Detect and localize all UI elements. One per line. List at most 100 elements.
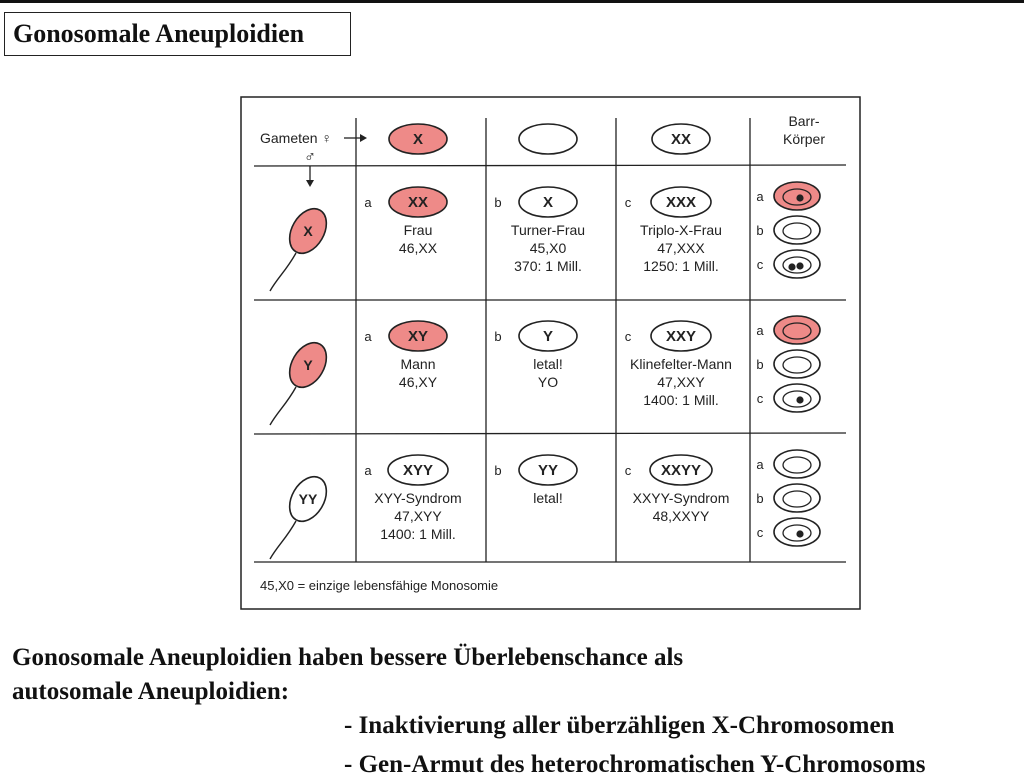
bullet-inactivation: - Inaktivierung aller überzähligen X-Chr…: [344, 712, 895, 739]
karyotype-ellipse: [518, 454, 578, 486]
barr-cell: [773, 383, 821, 413]
barr-cell: [773, 349, 821, 379]
barr-cell: [773, 449, 821, 479]
cell-text: 46,XY: [399, 374, 438, 390]
cell-letter: b: [494, 195, 501, 210]
cell-text: YO: [538, 374, 558, 390]
cell-text: letal!: [533, 490, 563, 506]
barr-letter: b: [756, 357, 763, 372]
karyotype-ellipse: [650, 320, 712, 352]
cell-text: 46,XX: [399, 240, 438, 256]
summary-line-2: autosomale Aneuploidien:: [12, 678, 290, 705]
karyotype-label: Y: [543, 328, 553, 345]
barr-letter: a: [756, 323, 764, 338]
barr-letter: a: [756, 457, 764, 472]
cell-letter: b: [494, 329, 501, 344]
cell-text: 1400: 1 Mill.: [380, 526, 455, 542]
karyotype-ellipse: [518, 186, 578, 218]
barr-nucleus: [782, 222, 812, 240]
barr-nucleus: [782, 524, 812, 542]
cell-text: 47,XXX: [657, 240, 705, 256]
cell-text: Turner-Frau: [511, 222, 585, 238]
cell-text: 47,XXY: [657, 374, 705, 390]
cell-text: Klinefelter-Mann: [630, 356, 732, 372]
karyotype-ellipse: [649, 454, 713, 486]
sperm-cell: [288, 475, 328, 523]
karyotype-label: X: [543, 194, 553, 211]
cell-letter: c: [625, 463, 632, 478]
egg-cell: [518, 123, 578, 155]
grid-hline: [253, 164, 847, 167]
top-border: [0, 0, 1024, 3]
cell-text: Triplo-X-Frau: [640, 222, 722, 238]
cell-text: XYY-Syndrom: [374, 490, 461, 506]
gameten-arrowhead: [360, 134, 367, 142]
male-arrowhead: [306, 180, 314, 187]
cell-text: 45,X0: [530, 240, 567, 256]
cell-text: 1400: 1 Mill.: [643, 392, 718, 408]
sperm-tail: [269, 252, 297, 292]
barr-label-2: Körper: [783, 131, 825, 147]
cell-text: 48,XXYY: [653, 508, 710, 524]
sperm-tail: [269, 520, 297, 560]
barr-nucleus: [782, 390, 812, 408]
karyotype-label: XXX: [666, 194, 696, 211]
karyotype-ellipse: [388, 186, 448, 218]
cell-letter: c: [625, 195, 632, 210]
karyotype-ellipse: [388, 320, 448, 352]
cell-text: Mann: [400, 356, 435, 372]
sperm-karyotype: X: [303, 223, 313, 239]
karyotype-label: YY: [538, 462, 558, 479]
barr-label-1: Barr-: [788, 113, 819, 129]
bullet-y-gene-poor: - Gen-Armut des heterochromatischen Y-Ch…: [344, 751, 926, 778]
barr-body: [796, 262, 804, 270]
sperm-tail: [269, 386, 297, 426]
barr-nucleus: [782, 256, 812, 274]
barr-body: [796, 194, 804, 202]
cell-letter: a: [364, 329, 372, 344]
barr-body: [788, 263, 796, 271]
barr-letter: c: [757, 525, 764, 540]
barr-letter: a: [756, 189, 764, 204]
barr-body: [796, 396, 804, 404]
barr-letter: b: [756, 223, 763, 238]
cell-letter: b: [494, 463, 501, 478]
egg-karyotype: X: [413, 131, 423, 148]
karyotype-ellipse: [518, 320, 578, 352]
summary-line-1: Gonosomale Aneuploidien haben bessere Üb…: [12, 644, 684, 671]
sperm-cell: [288, 341, 328, 389]
barr-cell: [773, 181, 821, 211]
cell-text: 370: 1 Mill.: [514, 258, 582, 274]
barr-nucleus: [782, 188, 812, 206]
cell-text: letal!: [533, 356, 563, 372]
male-symbol: ♂: [304, 149, 316, 166]
barr-cell: [773, 483, 821, 513]
barr-letter: b: [756, 491, 763, 506]
sperm-cell: [288, 207, 328, 255]
barr-body: [796, 530, 804, 538]
barr-cell: [773, 315, 821, 345]
gameten-label: Gameten ♀: [260, 130, 332, 146]
egg-karyotype: XX: [671, 131, 691, 148]
barr-nucleus: [782, 356, 812, 374]
cell-letter: a: [364, 463, 372, 478]
cell-text: 1250: 1 Mill.: [643, 258, 718, 274]
barr-nucleus: [782, 490, 812, 508]
sperm-karyotype: Y: [303, 357, 313, 373]
karyotype-label: XXY: [666, 328, 696, 345]
figure-frame: [240, 96, 861, 610]
karyotype-label: XYY: [403, 462, 433, 479]
barr-nucleus: [782, 322, 812, 340]
egg-cell: [651, 123, 711, 155]
cell-text: Frau: [404, 222, 433, 238]
karyotype-ellipse: [650, 186, 712, 218]
karyotype-label: XY: [408, 328, 428, 345]
karyotype-label: XXYY: [661, 462, 701, 479]
karyotype-ellipse: [387, 454, 449, 486]
barr-cell: [773, 215, 821, 245]
cell-letter: c: [625, 329, 632, 344]
barr-cell: [773, 249, 821, 279]
barr-nucleus: [782, 456, 812, 474]
barr-letter: c: [757, 257, 764, 272]
